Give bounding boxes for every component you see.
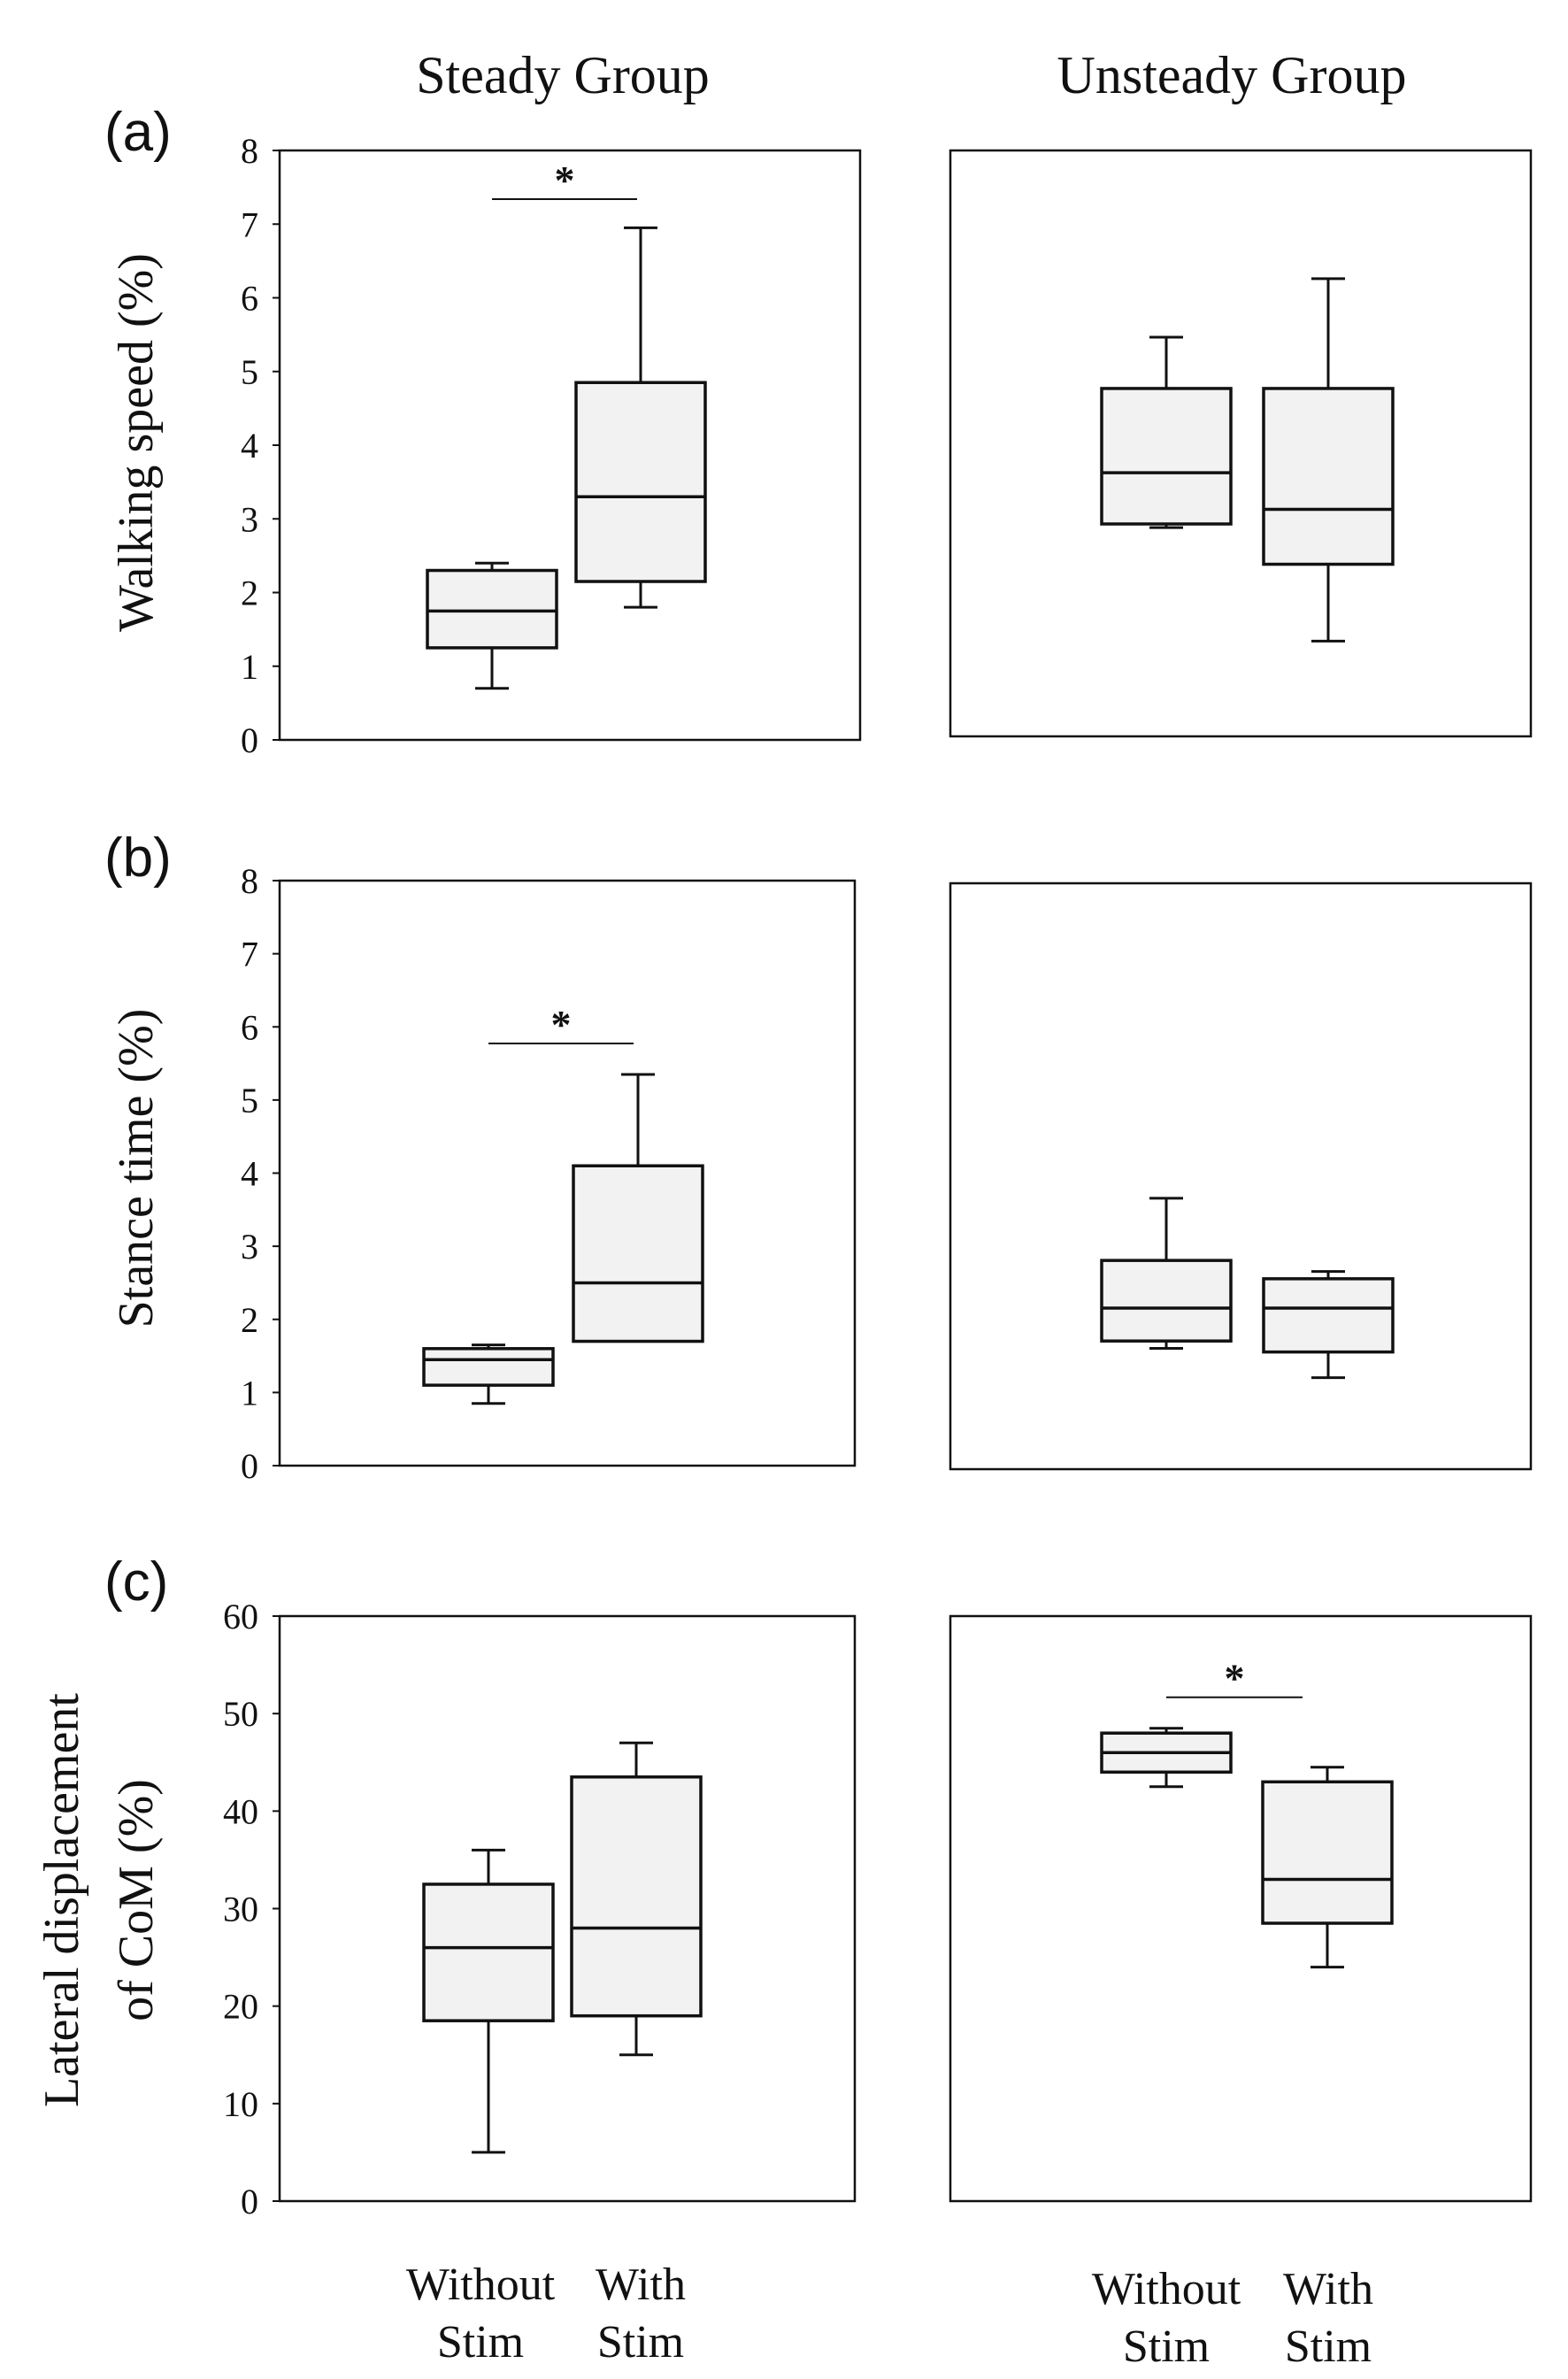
box-with-stim xyxy=(574,226,707,609)
y-tick-label: 0 xyxy=(241,2182,258,2221)
box-without-stim xyxy=(426,561,558,690)
y-axis-title-lateral-line2: of CoM (%) xyxy=(109,1779,164,2021)
y-tick-label: 8 xyxy=(241,131,258,171)
x-label-unsteady-with-line1: With xyxy=(1283,2264,1373,2314)
box-iqr xyxy=(422,1347,555,1387)
panel-label-b: (b) xyxy=(104,828,172,889)
box-iqr xyxy=(572,1164,704,1343)
box-iqr xyxy=(1100,387,1233,526)
box-iqr xyxy=(1262,387,1395,566)
box-without-stim xyxy=(422,1343,555,1405)
plot-frame xyxy=(278,1614,857,2203)
box-without-stim xyxy=(422,1848,555,2154)
x-label-steady-without-line2: Stim xyxy=(437,2317,524,2367)
panel-a-unsteady xyxy=(949,149,1533,738)
box-with-stim xyxy=(570,1741,703,2057)
box-with-stim xyxy=(1262,1270,1395,1380)
y-tick-label: 40 xyxy=(223,1791,258,1831)
y-tick-label: 50 xyxy=(223,1694,258,1734)
box-with-stim xyxy=(572,1073,704,1343)
x-label-unsteady-without-line2: Stim xyxy=(1123,2321,1210,2372)
y-tick-label: 60 xyxy=(223,1597,258,1636)
y-tick-label: 10 xyxy=(223,2084,258,2124)
y-tick-label: 6 xyxy=(241,1007,258,1047)
plot-frame xyxy=(278,879,857,1467)
box-without-stim xyxy=(1100,1727,1233,1789)
panel-b-unsteady xyxy=(949,882,1533,1471)
plot-frame xyxy=(278,149,862,742)
x-label-steady-without-line1: Without xyxy=(406,2260,556,2310)
column-title-unsteady: Unsteady Group xyxy=(1057,46,1407,104)
box-with-stim xyxy=(1261,1766,1394,1969)
y-tick-label: 3 xyxy=(241,499,258,539)
y-tick-label: 5 xyxy=(241,352,258,392)
y-tick-label: 2 xyxy=(241,1300,258,1340)
plot-frame xyxy=(949,882,1533,1471)
box-iqr xyxy=(570,1775,703,2018)
y-axis-title-stance-time: Stance time (%) xyxy=(109,1009,164,1328)
significance-star: * xyxy=(551,1002,572,1047)
y-tick-label: 5 xyxy=(241,1081,258,1120)
panel-a-steady: 0 1 2 3 4 5 6 7 8 * xyxy=(241,131,862,760)
y-tick-label: 4 xyxy=(241,1154,258,1194)
x-label-unsteady-without-line1: Without xyxy=(1092,2264,1241,2314)
x-label-steady-with-line1: With xyxy=(596,2260,686,2310)
y-axis-title-walking-speed: Walking speed (%) xyxy=(109,253,164,632)
box-iqr xyxy=(1262,1277,1395,1354)
box-iqr xyxy=(422,1882,555,2022)
plot-frame xyxy=(949,149,1533,738)
y-tick-label: 3 xyxy=(241,1227,258,1266)
box-iqr xyxy=(426,568,558,650)
x-label-steady-with-line2: Stim xyxy=(597,2317,684,2367)
panel-label-a: (a) xyxy=(104,102,172,163)
panel-b-steady: 0 1 2 3 4 5 6 7 8 * xyxy=(241,861,857,1486)
y-tick-label: 6 xyxy=(241,279,258,319)
box-without-stim xyxy=(1100,335,1233,529)
y-tick-label: 7 xyxy=(241,935,258,974)
panel-c-steady: 0 10 20 30 40 50 60 xyxy=(223,1597,857,2221)
box-iqr xyxy=(574,381,707,583)
box-iqr xyxy=(1261,1780,1394,1925)
y-tick-label: 4 xyxy=(241,426,258,466)
y-tick-label: 20 xyxy=(223,1987,258,2027)
significance-star: * xyxy=(555,158,575,203)
y-tick-label: 30 xyxy=(223,1890,258,1929)
plot-frame xyxy=(949,1614,1533,2203)
y-tick-label: 1 xyxy=(241,647,258,687)
panel-label-c: (c) xyxy=(104,1551,168,1613)
box-with-stim xyxy=(1262,277,1395,643)
y-axis-title-lateral-line1: Lateral displacement xyxy=(35,1693,89,2107)
y-tick-label: 2 xyxy=(241,574,258,613)
y-tick-label: 1 xyxy=(241,1373,258,1413)
y-tick-label: 8 xyxy=(241,861,258,901)
box-without-stim xyxy=(1100,1197,1233,1350)
y-tick-label: 0 xyxy=(241,1446,258,1486)
x-label-unsteady-with-line2: Stim xyxy=(1285,2321,1372,2372)
column-title-steady: Steady Group xyxy=(416,46,710,104)
box-iqr xyxy=(1100,1259,1233,1343)
y-tick-label: 0 xyxy=(241,720,258,760)
panel-c-unsteady: * xyxy=(949,1614,1533,2203)
significance-star: * xyxy=(1225,1656,1245,1701)
y-tick-label: 7 xyxy=(241,204,258,244)
